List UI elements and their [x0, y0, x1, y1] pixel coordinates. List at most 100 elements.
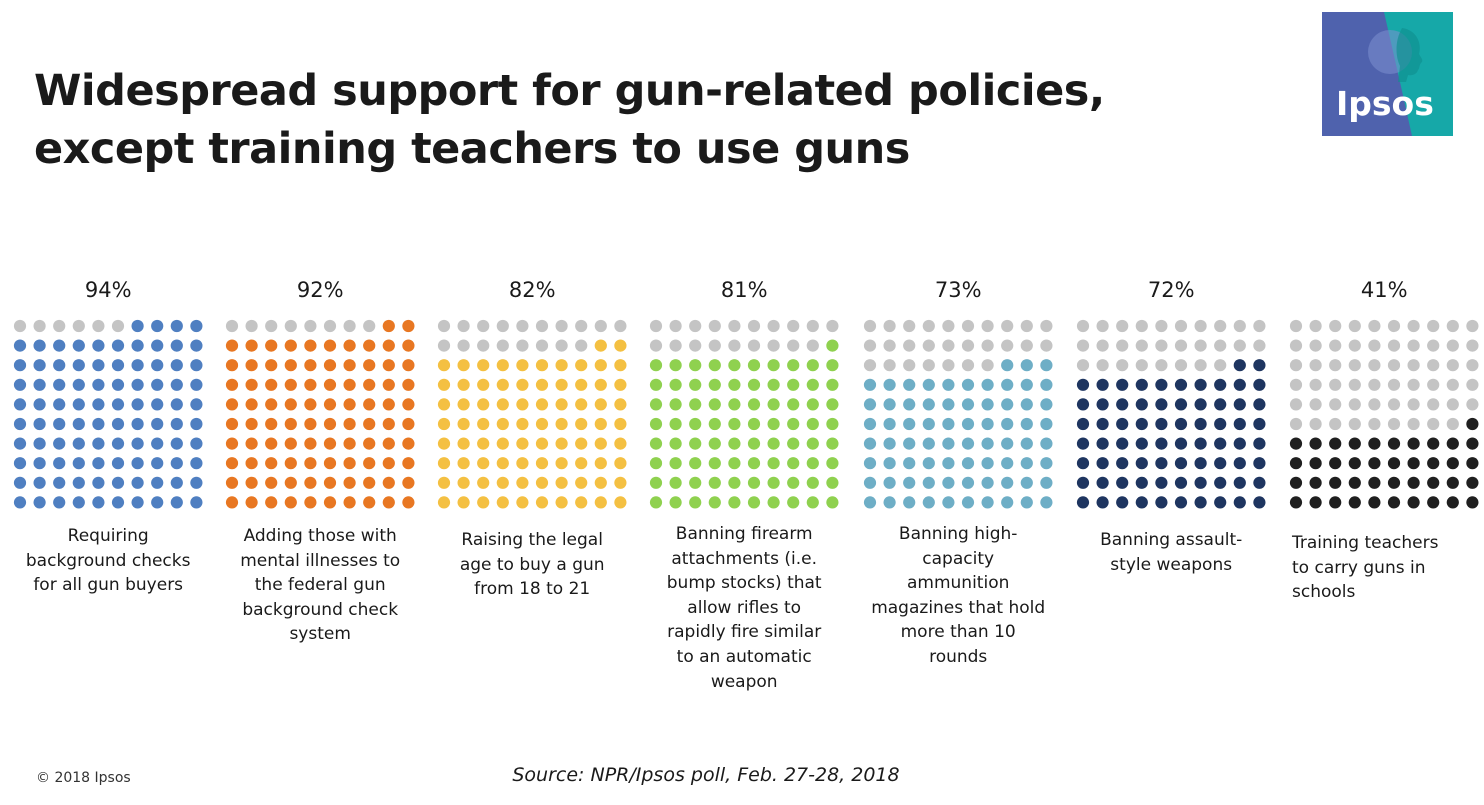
- waffle-dot-filled: [669, 496, 682, 509]
- waffle-dot-filled: [863, 437, 877, 450]
- waffle-dot-filled: [903, 457, 916, 470]
- waffle-dot-filled: [555, 378, 568, 391]
- waffle-dot-filled: [903, 398, 916, 411]
- waffle-dot-filled: [669, 398, 682, 411]
- waffle-dot-filled: [708, 437, 721, 450]
- category-label: Adding those with mental illnesses to th…: [240, 526, 401, 645]
- waffle-dot-filled: [437, 476, 451, 489]
- waffle-dot-filled: [575, 476, 588, 489]
- waffle-dot-filled: [1214, 437, 1227, 450]
- waffle-dot-filled: [1253, 359, 1266, 372]
- waffle-dot-filled: [1194, 437, 1207, 450]
- waffle-dot-filled: [903, 496, 916, 509]
- waffle-dot-filled: [806, 398, 819, 411]
- waffle-dot-filled: [437, 417, 451, 431]
- waffle-dot-filled: [1368, 437, 1381, 450]
- waffle-dot-filled: [787, 476, 800, 489]
- waffle-dot-filled: [323, 359, 337, 372]
- waffle-dot-filled: [787, 437, 800, 450]
- waffle-dot-filled: [1387, 476, 1401, 489]
- waffle-dot-filled: [363, 398, 376, 411]
- waffle-dot-filled: [728, 437, 741, 450]
- waffle-dot-filled: [555, 398, 568, 411]
- waffle-dot-filled: [1174, 476, 1188, 489]
- waffle-dot-filled: [787, 417, 800, 431]
- waffle-dot-filled: [1233, 398, 1246, 411]
- waffle-dot-empty: [708, 339, 721, 352]
- waffle-dot-filled: [649, 398, 663, 411]
- waffle-dot-filled: [708, 496, 721, 509]
- waffle-dot-filled: [284, 476, 297, 489]
- waffle-dot-filled: [1135, 437, 1148, 450]
- waffle-dot-filled: [265, 417, 278, 431]
- waffle-dot-filled: [496, 417, 509, 431]
- waffle-dot-filled: [92, 476, 105, 489]
- waffle-dot-filled: [883, 437, 896, 450]
- waffle-dot-filled: [382, 398, 395, 411]
- waffle-dot-filled: [1096, 476, 1109, 489]
- waffle-dot-empty: [614, 319, 627, 333]
- waffle-dot-filled: [922, 476, 935, 489]
- waffle-dot-filled: [1194, 476, 1207, 489]
- waffle-dot-filled: [1329, 476, 1342, 489]
- waffle-dot-filled: [457, 378, 470, 391]
- waffle-dot-empty: [1309, 359, 1322, 372]
- waffle-dot-filled: [863, 398, 877, 411]
- waffle-dot-filled: [1214, 417, 1227, 431]
- waffle-dot-empty: [1214, 319, 1227, 333]
- waffle-dot-filled: [284, 339, 297, 352]
- waffle-dot-filled: [826, 339, 839, 352]
- waffle-dot-empty: [1427, 359, 1440, 372]
- waffle-dot-filled: [151, 476, 164, 489]
- waffle-dot-filled: [1135, 378, 1148, 391]
- waffle-dot-filled: [767, 437, 780, 450]
- waffle-dot-empty: [225, 319, 239, 333]
- waffle-dot-filled: [245, 339, 258, 352]
- waffle-dot-filled: [53, 457, 66, 470]
- waffle-dot-filled: [437, 457, 451, 470]
- waffle-dot-empty: [33, 319, 46, 333]
- waffle-dot-filled: [826, 378, 839, 391]
- waffle-dot-filled: [826, 359, 839, 372]
- waffle-dot-filled: [1368, 476, 1381, 489]
- waffle-dot-filled: [72, 339, 85, 352]
- value-label: 92%: [296, 278, 344, 302]
- waffle-dot-filled: [1001, 359, 1014, 372]
- waffle-dot-filled: [170, 319, 183, 333]
- waffle-dot-filled: [1233, 496, 1246, 509]
- waffle-dot-filled: [457, 457, 470, 470]
- waffle-dot-empty: [883, 339, 896, 352]
- waffle-dot-filled: [1116, 496, 1129, 509]
- waffle-dot-empty: [1348, 398, 1361, 411]
- waffle-dot-filled: [477, 417, 490, 431]
- waffle-dot-filled: [942, 378, 955, 391]
- waffle-dot-empty: [1116, 339, 1129, 352]
- waffle-dot-filled: [1194, 457, 1207, 470]
- waffle-dot-filled: [1020, 457, 1033, 470]
- waffle-dot-filled: [1116, 417, 1129, 431]
- waffle-dot-filled: [1194, 398, 1207, 411]
- waffle-dot-filled: [961, 378, 975, 391]
- waffle-dot-filled: [981, 378, 994, 391]
- waffle-dot-filled: [1174, 378, 1188, 391]
- waffle-dot-filled: [575, 417, 588, 431]
- waffle-dot-empty: [1116, 319, 1129, 333]
- waffle-dot-filled: [363, 378, 376, 391]
- waffle-dot-filled: [496, 476, 509, 489]
- waffle-dot-filled: [1309, 437, 1322, 450]
- waffle-dot-empty: [245, 319, 258, 333]
- waffle-dot-filled: [1446, 476, 1459, 489]
- waffle-dot-empty: [284, 319, 297, 333]
- waffle-dot-filled: [961, 476, 975, 489]
- waffle-dot-filled: [1116, 437, 1129, 450]
- waffle-dot-filled: [343, 476, 356, 489]
- waffle-dot-filled: [1174, 437, 1188, 450]
- waffle-dot-filled: [382, 378, 395, 391]
- waffle-dot-empty: [1427, 417, 1440, 431]
- category-label: Requiring background checks for all gun …: [25, 526, 191, 596]
- waffle-dot-filled: [343, 437, 356, 450]
- waffle-dot-filled: [170, 457, 183, 470]
- waffle-dot-empty: [981, 319, 994, 333]
- waffle-dot-filled: [535, 437, 549, 450]
- waffle-dot-filled: [555, 437, 568, 450]
